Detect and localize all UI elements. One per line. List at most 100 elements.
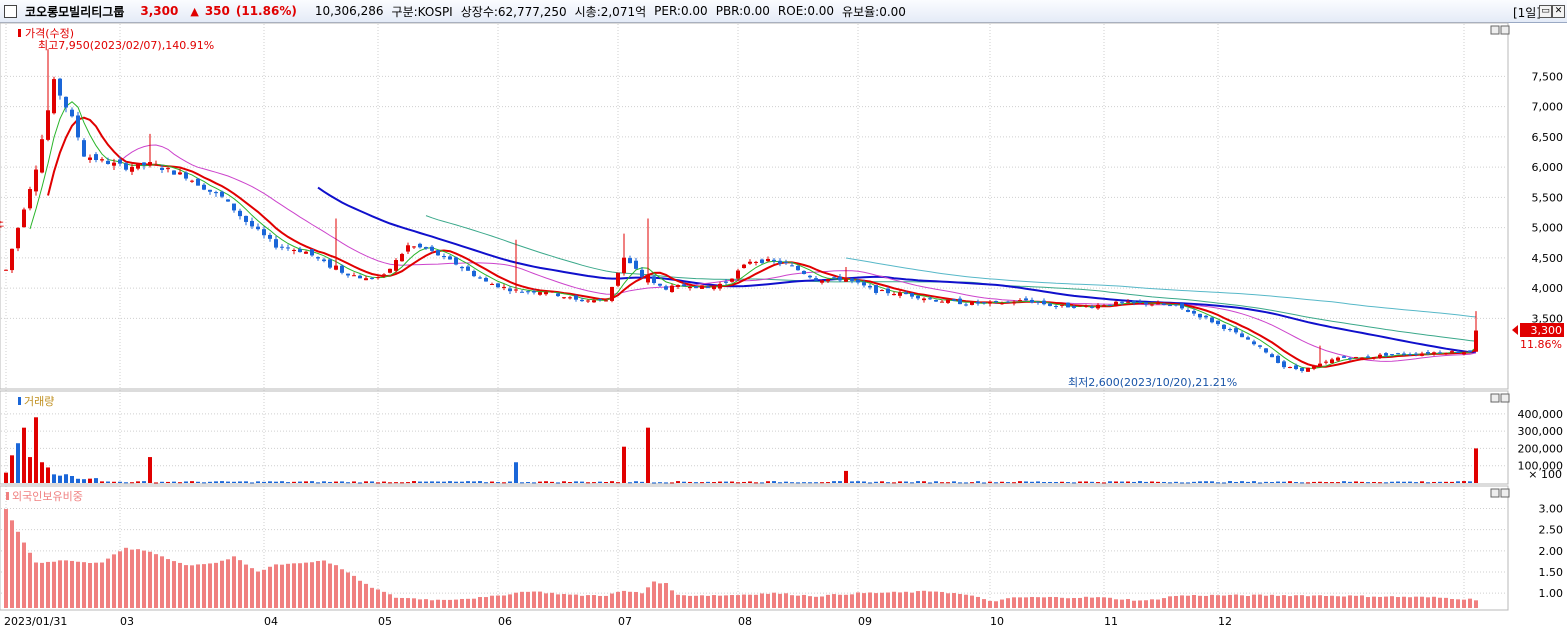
foreign-ratio-bar <box>880 592 884 608</box>
foreign-ratio-bar <box>790 595 794 608</box>
volume-bar <box>82 479 86 483</box>
candle-body <box>22 209 26 228</box>
foreign-ratio-bar <box>352 575 356 608</box>
foreign-pane-close-icon[interactable] <box>1500 488 1510 498</box>
volume-bar <box>1432 481 1436 483</box>
candle-body <box>1138 301 1142 303</box>
candle-body <box>892 294 896 296</box>
volume-pane-close-icon[interactable] <box>1500 393 1510 403</box>
close-icon[interactable]: ✕ <box>1552 5 1565 18</box>
foreign-pane-restore-icon[interactable] <box>1490 488 1500 498</box>
foreign-ratio-bar <box>70 560 74 608</box>
foreign-ratio-bar <box>148 551 152 608</box>
foreign-ratio-bar <box>88 563 92 608</box>
foreign-ratio-bar <box>460 598 464 608</box>
foreign-ratio-bar <box>1444 597 1448 608</box>
price-pane-restore-icon[interactable] <box>1490 25 1500 35</box>
foreign-ratio-bar <box>868 592 872 608</box>
foreign-ratio-bar <box>340 569 344 608</box>
ma60-line <box>425 215 1477 342</box>
volume-bar <box>544 481 548 483</box>
candle-body <box>772 259 776 262</box>
foreign-pane-frame <box>0 485 1509 611</box>
volume-bar <box>1192 481 1196 483</box>
candle-body <box>484 277 488 282</box>
foreign-ratio-bar <box>982 599 986 608</box>
candle-body <box>1252 341 1256 345</box>
foreign-ratio-bar <box>1108 597 1112 608</box>
volume-bar <box>664 482 668 484</box>
volume-bar <box>340 481 344 483</box>
volume-bar <box>1048 481 1052 483</box>
volume-bar <box>1174 481 1178 483</box>
high-annotation: 최고7,950(2023/02/07),140.91% <box>38 39 214 52</box>
volume-bar <box>712 482 716 484</box>
volume-bar <box>268 481 272 483</box>
candle-body <box>460 266 464 269</box>
candle-body <box>4 269 8 271</box>
candle-body <box>130 166 134 172</box>
volume-bar <box>1384 482 1388 484</box>
candle-body <box>1468 350 1472 353</box>
candle-body <box>898 292 902 296</box>
candle-body <box>1198 313 1202 318</box>
foreign-ratio-bar <box>154 554 158 608</box>
legend-price-swatch <box>18 29 21 37</box>
candle-body <box>160 167 164 170</box>
foreign-ratio-bar <box>1354 595 1358 608</box>
price-pane-close-icon[interactable] <box>1500 25 1510 35</box>
foreign-ratio-bar <box>244 564 248 608</box>
candle-body <box>712 286 716 290</box>
x-tick-label: 08 <box>738 615 752 628</box>
foreign-ratio-bar <box>298 563 302 608</box>
foreign-ratio-bar <box>220 560 224 608</box>
foreign-ratio-bar <box>364 583 368 608</box>
candle-body <box>1096 304 1100 309</box>
volume-bar <box>1354 481 1358 483</box>
foreign-ratio-bar <box>172 561 176 608</box>
candle-body <box>1258 345 1262 347</box>
candle-body <box>1306 367 1310 372</box>
candle-body <box>1432 352 1436 354</box>
volume-bar <box>202 482 206 484</box>
volume-bar <box>370 481 374 483</box>
volume-bar <box>886 482 890 484</box>
volume-bar <box>1438 481 1442 483</box>
candle-body <box>1444 353 1448 355</box>
candle-body <box>1018 300 1022 302</box>
volume-bar <box>178 482 182 484</box>
candle-body <box>676 285 680 287</box>
volume-bar <box>628 482 632 484</box>
candle-body <box>400 253 404 262</box>
foreign-ratio-bar <box>1414 596 1418 608</box>
select-checkbox[interactable] <box>4 4 17 18</box>
current-pct-label: 11.86% <box>1520 338 1562 351</box>
x-tick-label: 06 <box>498 615 512 628</box>
candle-body <box>466 266 470 271</box>
volume-bar <box>70 476 74 483</box>
legend-foreign-label: 외국인보유비중 <box>12 490 83 503</box>
restore-icon[interactable]: ▭ <box>1539 5 1552 18</box>
legend-price-label: 가격(수정) <box>25 27 74 40</box>
volume-bar <box>490 481 494 483</box>
period-selector[interactable]: [1일] <box>1512 6 1541 20</box>
volume-bar <box>1450 481 1454 483</box>
volume-pane-restore-icon[interactable] <box>1490 393 1500 403</box>
volume-bar <box>946 482 950 484</box>
volume-bar <box>502 482 506 484</box>
volume-bar <box>304 481 308 483</box>
candle-body <box>268 234 272 239</box>
volume-bar <box>1414 482 1418 484</box>
volume-bar <box>262 481 266 483</box>
candle-body <box>1192 310 1196 314</box>
candle-body <box>760 259 764 263</box>
candle-body <box>352 275 356 277</box>
foreign-ratio-bar <box>1240 595 1244 608</box>
candle-body <box>952 299 956 301</box>
foreign-ratio-bar <box>772 592 776 608</box>
volume-bar <box>538 481 542 483</box>
candle-body <box>850 278 854 281</box>
volume-bar <box>1084 481 1088 483</box>
candle-body <box>688 286 692 289</box>
